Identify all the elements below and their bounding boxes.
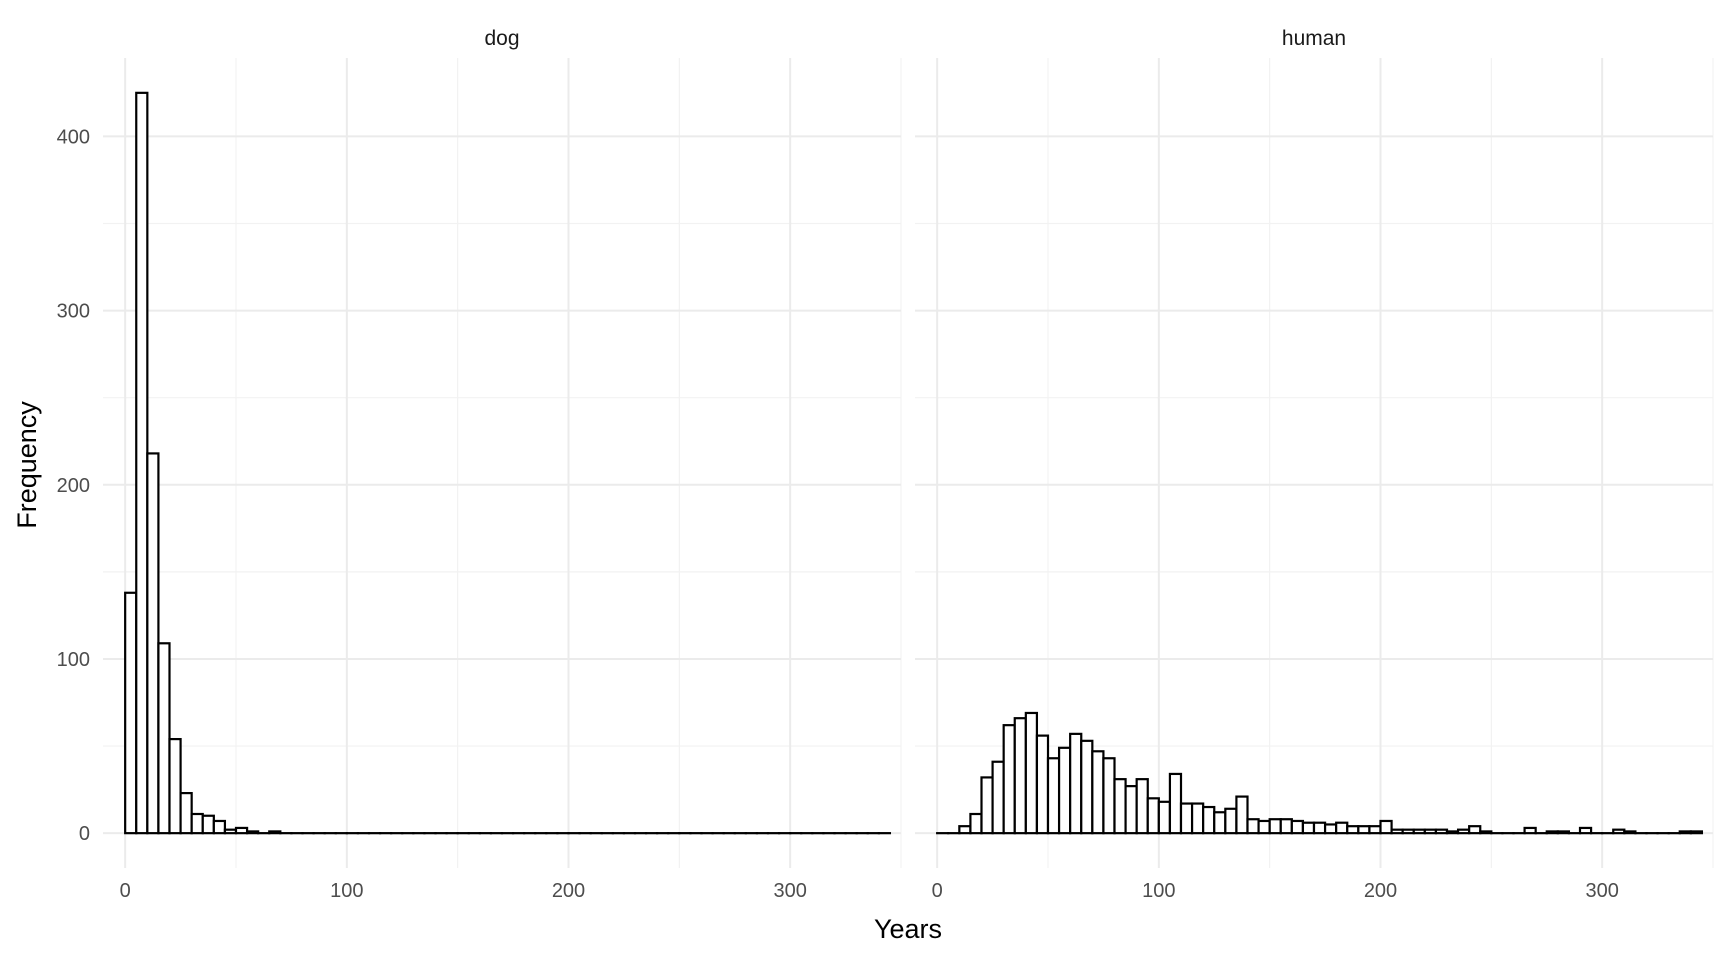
histogram-bar [1456,828,1471,835]
histogram-bar [1479,830,1493,835]
histogram-bar [146,452,160,835]
histogram-bar [1257,819,1271,835]
histogram-bar [1578,826,1593,835]
x-tick-label: 300 [1585,880,1618,902]
histogram-bar [1224,807,1238,835]
histogram-bar [157,642,171,835]
facet-label: dog [484,27,519,50]
histogram-bar [1002,724,1016,835]
histogram-bar [1346,825,1360,835]
histogram-bar [1157,800,1172,835]
histogram-bar [1368,825,1382,835]
histogram-bar [1357,825,1371,835]
histogram-bar [268,830,282,835]
histogram-bar [1678,830,1692,835]
histogram-bar [124,591,138,835]
histogram-bar [1035,734,1050,835]
histogram-bar [1556,830,1571,835]
x-tick-label: 300 [773,880,806,902]
histogram-bar [1168,772,1183,835]
histogram-bar [1434,828,1449,835]
histogram-bar [234,826,249,835]
histogram-bar [1312,821,1327,835]
histogram-bar [1135,778,1149,835]
histogram-bar [1024,711,1039,835]
histogram-bar [1235,795,1249,835]
x-tick-label: 200 [552,880,585,902]
facet-panel-human: human 0 100 200 300 [915,27,1714,902]
histogram-bar [223,828,238,835]
histogram-bar [958,825,972,835]
histogram-bar [1379,819,1393,835]
histogram-bar [1390,828,1404,835]
histogram-bar [1468,825,1482,835]
histogram-bar [1179,802,1194,835]
histogram-bar [1091,750,1105,835]
histogram-bar [1689,830,1704,835]
histogram-bar [1623,830,1637,835]
x-tick-label: 0 [120,880,131,902]
x-axis-title: Years [874,914,942,944]
histogram-bar [201,814,215,835]
histogram-bar [1057,746,1072,835]
histogram-bar [179,791,193,835]
y-tick-label: 0 [79,823,90,845]
histogram-bar [1246,818,1260,835]
histogram-bar [991,760,1005,835]
facet-panel-dog: dog 0 100 200 300 0 100 200 300 400 [57,27,902,902]
histogram-bar [1080,739,1094,835]
histogram-bar [1046,757,1061,835]
histogram-bar [1523,826,1537,835]
histogram-bar [135,91,149,835]
histogram-bar [1113,778,1127,835]
facet-panels: dog 0 100 200 300 0 100 200 300 400 human 0 100 200 30… [57,27,1714,902]
y-tick-label: 100 [57,649,90,671]
histogram-bar [1013,717,1027,835]
y-tick-label: 300 [57,301,90,323]
histogram-bar [245,830,260,835]
histogram-bar [1401,828,1415,835]
histogram-bar [1545,830,1559,835]
histogram-bar [1124,785,1138,835]
x-tick-label: 100 [1142,880,1175,902]
histogram-bar [1213,811,1227,835]
x-tick-label: 100 [330,880,363,902]
histogram-bar [1190,802,1205,835]
y-axis-title: Frequency [12,401,42,529]
histogram-bar [1069,732,1083,835]
y-tick-label: 400 [57,126,90,148]
histogram-bar [190,812,204,835]
histogram-bar [1412,828,1426,835]
histogram-bar [1202,805,1216,835]
histogram-bar [1290,819,1305,835]
y-tick-label: 200 [57,475,90,497]
histogram-bar [168,737,182,835]
histogram-bar [1612,828,1626,835]
histogram-bar [1335,821,1349,835]
histogram-bar [1301,821,1316,835]
histogram-bar [1323,823,1338,835]
x-tick-label: 200 [1364,880,1397,902]
histogram-bar [1279,818,1293,835]
histogram-bar [969,812,983,835]
facet-label: human [1282,27,1346,50]
x-tick-label: 0 [932,880,943,902]
histogram-bar [1423,828,1438,835]
histogram-bar [980,776,994,835]
histogram-bar [1102,757,1116,835]
histogram-bar [212,819,227,835]
histogram-bar [1268,818,1282,835]
histogram-bar [1146,797,1160,835]
histogram-bar [1445,830,1460,835]
